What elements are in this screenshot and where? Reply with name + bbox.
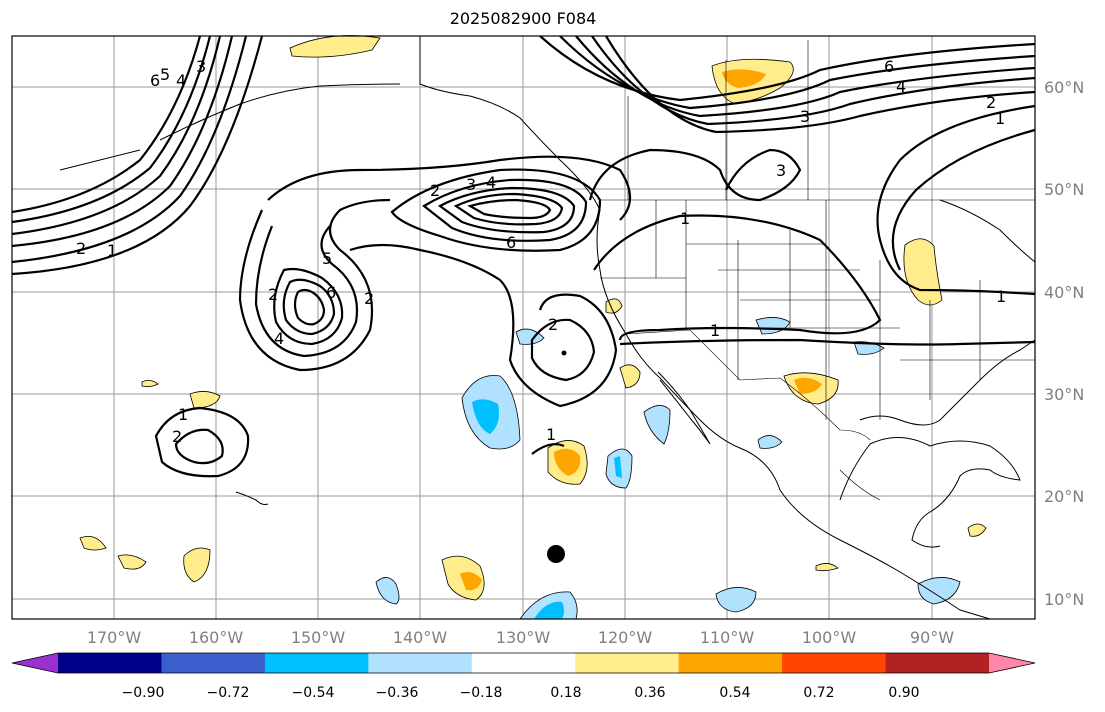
contour-label: 6 bbox=[150, 71, 160, 90]
colorbar-segment bbox=[264, 653, 369, 673]
lon-label: 150°W bbox=[291, 628, 346, 647]
colorbar-outline bbox=[11, 652, 1036, 674]
contour-label: 2 bbox=[172, 427, 182, 446]
contour-label: 1 bbox=[680, 209, 690, 228]
lon-label: 110°W bbox=[700, 628, 755, 647]
lat-label: 40°N bbox=[1044, 283, 1084, 302]
colorbar-tick-label: 0.36 bbox=[634, 685, 665, 701]
contour-label: 2 bbox=[986, 93, 996, 112]
colorbar-segment bbox=[678, 653, 783, 673]
lon-label: 90°W bbox=[910, 628, 954, 647]
colorbar-extend-min bbox=[12, 653, 58, 673]
colorbar-tick-label: −0.18 bbox=[460, 685, 503, 701]
lon-label: 130°W bbox=[496, 628, 551, 647]
contour-label: 1 bbox=[996, 287, 1006, 306]
latitude-labels: 60°N 50°N 40°N 30°N 20°N 10°N bbox=[1044, 78, 1084, 609]
lon-label: 100°W bbox=[802, 628, 857, 647]
contour-label: 6 bbox=[884, 57, 894, 76]
lat-label: 50°N bbox=[1044, 180, 1084, 199]
lon-label: 120°W bbox=[598, 628, 653, 647]
contour-label: 5 bbox=[160, 65, 170, 84]
colorbar-segment bbox=[471, 653, 576, 673]
colorbar-segment bbox=[161, 653, 266, 673]
colorbar-tick-label: 0.54 bbox=[719, 685, 750, 701]
contour-label: 1 bbox=[546, 425, 556, 444]
shaded-fields bbox=[79, 35, 987, 620]
contour-label: 4 bbox=[896, 77, 906, 96]
small-dot-marker bbox=[561, 350, 567, 356]
colorbar-segment bbox=[58, 653, 162, 673]
contour-label: 2 bbox=[268, 285, 278, 304]
map-border bbox=[11, 35, 1036, 620]
contour-label: 4 bbox=[176, 71, 186, 90]
colorbar-tick-label: −0.54 bbox=[292, 685, 335, 701]
lat-label: 60°N bbox=[1044, 78, 1084, 97]
contour-label: 1 bbox=[178, 405, 188, 424]
contours bbox=[11, 35, 1036, 478]
contour-label: 3 bbox=[800, 107, 810, 126]
colorbar-segments bbox=[11, 652, 1036, 674]
lat-label: 30°N bbox=[1044, 385, 1084, 404]
coastlines bbox=[59, 36, 1036, 620]
contour-label: 2 bbox=[364, 289, 374, 308]
contour-label: 3 bbox=[776, 161, 786, 180]
lon-label: 160°W bbox=[189, 628, 244, 647]
contour-labels: 1 2 3 4 5 6 1 2 3 4 6 2 3 4 5 6 2 1 2 1 … bbox=[76, 57, 1006, 446]
contour-label: 2 bbox=[76, 239, 86, 258]
contour-label: 3 bbox=[196, 57, 206, 76]
colorbar-tick-label: 0.18 bbox=[550, 685, 581, 701]
colorbar-segment bbox=[782, 653, 887, 673]
contour-label: 5 bbox=[322, 249, 332, 268]
colorbar-segment bbox=[575, 653, 680, 673]
contour-label: 2 bbox=[548, 315, 558, 334]
colorbar-tick-label: 0.72 bbox=[803, 685, 834, 701]
contour-label: 6 bbox=[506, 233, 516, 252]
lon-label: 140°W bbox=[393, 628, 448, 647]
colorbar-segment bbox=[368, 653, 473, 673]
lon-label: 170°W bbox=[87, 628, 142, 647]
contour-label: 1 bbox=[995, 109, 1005, 128]
contour-label: 4 bbox=[486, 173, 496, 192]
colorbar-tick-label: −0.72 bbox=[207, 685, 250, 701]
lat-label: 20°N bbox=[1044, 487, 1084, 506]
colorbar-extend-max bbox=[989, 653, 1035, 673]
colorbar: −0.90 −0.72 −0.54 −0.36 −0.18 0.18 0.36 … bbox=[11, 652, 1036, 701]
contour-label: 3 bbox=[466, 175, 476, 194]
colorbar-tick-label: −0.90 bbox=[122, 685, 165, 701]
colorbar-segment bbox=[885, 653, 990, 673]
contour-label: 6 bbox=[326, 283, 336, 302]
black-dot-marker bbox=[547, 545, 565, 563]
contour-label: 2 bbox=[430, 181, 440, 200]
colorbar-ticks: −0.90 −0.72 −0.54 −0.36 −0.18 0.18 0.36 … bbox=[122, 685, 920, 701]
colorbar-tick-label: −0.36 bbox=[376, 685, 419, 701]
map-title: 2025082900 F084 bbox=[449, 9, 597, 28]
contour-label: 4 bbox=[274, 329, 284, 348]
contour-label: 1 bbox=[710, 321, 720, 340]
colorbar-tick-label: 0.90 bbox=[888, 685, 919, 701]
lat-label: 10°N bbox=[1044, 590, 1084, 609]
contour-label: 1 bbox=[107, 241, 117, 260]
longitude-labels: 170°W 160°W 150°W 140°W 130°W 120°W 110°… bbox=[87, 628, 954, 647]
